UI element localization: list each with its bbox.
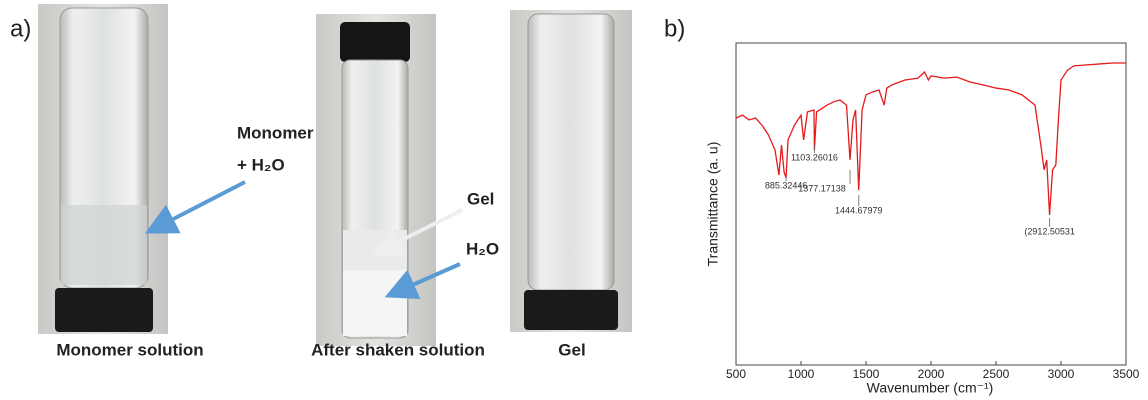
- x-tick-label: 3000: [1048, 367, 1075, 381]
- peak-label: (2912.50531: [1024, 226, 1075, 236]
- x-tick-label: 2500: [983, 367, 1010, 381]
- cap: [340, 22, 410, 62]
- caption: After shaken solution: [311, 340, 485, 359]
- annotation: + H₂O: [237, 155, 285, 174]
- x-tick-label: 2000: [918, 367, 945, 381]
- annotation: H₂O: [466, 239, 499, 258]
- water-layer: [343, 270, 407, 336]
- y-axis-label: Transmittance (a. u): [705, 142, 721, 267]
- annotation: Gel: [467, 189, 494, 208]
- peak-label: 1444.67979: [835, 205, 883, 215]
- liquid: [61, 205, 147, 285]
- annotation: Monomer: [237, 123, 314, 142]
- peak-label: 1103.26016: [791, 152, 838, 162]
- x-tick-label: 1500: [853, 367, 880, 381]
- x-axis-label: Wavenumber (cm⁻¹): [867, 380, 994, 396]
- x-tick-label: 500: [726, 367, 746, 381]
- spectrum-line: [736, 63, 1126, 215]
- photo-panel: a) Monomer solution After shaken solutio…: [10, 4, 632, 359]
- caption: Monomer solution: [56, 340, 203, 359]
- panel-label: a): [10, 15, 31, 42]
- x-tick-label: 1000: [788, 367, 815, 381]
- panel-label: b): [664, 15, 685, 42]
- caption: Gel: [558, 340, 585, 359]
- peak-label: 1377.17138: [798, 183, 846, 193]
- figure: a) Monomer solution After shaken solutio…: [0, 0, 1148, 400]
- x-tick-label: 3500: [1113, 367, 1140, 381]
- gel-layer: [343, 230, 407, 270]
- cap: [55, 288, 153, 332]
- cap: [524, 290, 618, 330]
- vial: [528, 14, 614, 290]
- plot-frame: [736, 43, 1126, 365]
